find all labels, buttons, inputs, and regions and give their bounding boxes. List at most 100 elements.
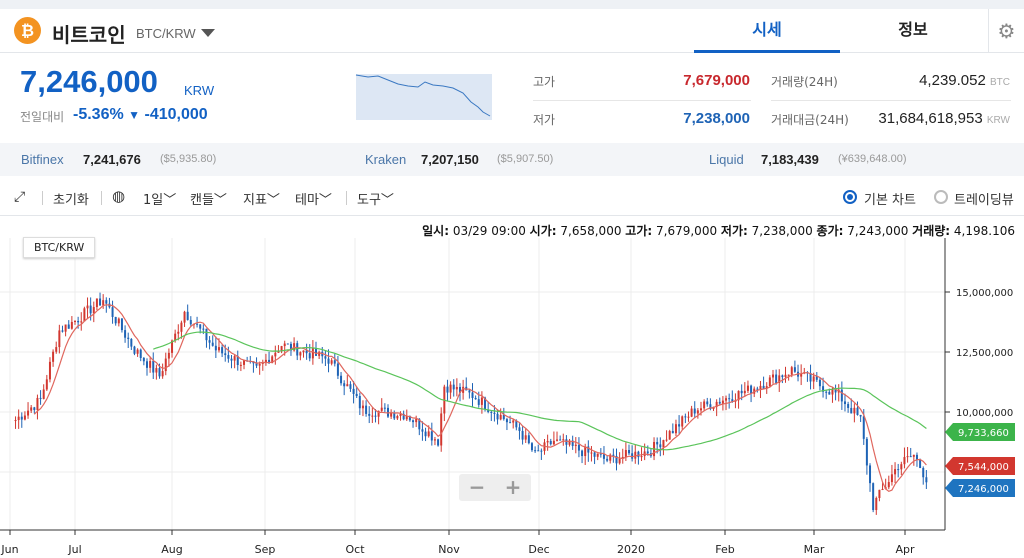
- candle-body: [628, 449, 631, 454]
- candle-body: [546, 440, 549, 443]
- candle-body: [549, 440, 552, 445]
- high-label: 고가:: [625, 224, 653, 238]
- candle-body: [765, 386, 768, 389]
- gear-icon[interactable]: ⚙: [988, 9, 1024, 53]
- candle-body: [427, 431, 430, 437]
- candle-body: [809, 373, 812, 382]
- candle-body: [440, 413, 443, 446]
- candle-body: [700, 408, 702, 411]
- theme-label: 테마: [295, 193, 319, 208]
- candle-body: [318, 351, 321, 356]
- exchange-name[interactable]: Kraken: [365, 152, 407, 167]
- candle-body: [415, 418, 418, 423]
- price-chart[interactable]: Jun Jul Aug Sep Oct Nov Dec 2020 Feb Mar Apr 15,000…: [0, 238, 1024, 558]
- globe-icon[interactable]: ◍: [112, 187, 126, 205]
- candle-body: [83, 308, 86, 322]
- candle-body: [919, 459, 922, 468]
- indicator-dropdown[interactable]: 지표﹀: [243, 193, 280, 208]
- zoom-out-button[interactable]: −: [468, 475, 486, 499]
- candle-body: [355, 393, 358, 397]
- candle-body: [853, 407, 856, 414]
- candle-body: [205, 328, 208, 341]
- candle-body: [718, 401, 721, 404]
- candle-body: [95, 298, 98, 308]
- candle-body: [217, 347, 220, 351]
- exchange-name[interactable]: Liquid: [709, 152, 744, 167]
- tradingview-radio[interactable]: [934, 190, 948, 204]
- coin-pair: BTC/KRW: [136, 26, 196, 41]
- candle-body: [559, 439, 562, 441]
- candle-body: [562, 439, 565, 441]
- candle-body: [678, 424, 681, 427]
- y-tick-label: 12,500,000: [956, 348, 1013, 359]
- candle-body: [668, 431, 671, 440]
- tab-info[interactable]: 정보: [898, 20, 928, 39]
- tab-price[interactable]: 시세: [694, 9, 840, 53]
- candle-body: [402, 413, 405, 420]
- high-value: 7,679,000: [656, 224, 718, 238]
- exchange-name[interactable]: Bitfinex: [21, 152, 64, 167]
- candle-body: [264, 359, 267, 363]
- candle-body: [268, 359, 271, 364]
- x-tick-label: Feb: [715, 543, 734, 556]
- x-tick-label: Jun: [0, 543, 18, 556]
- interval-dropdown[interactable]: 1일﹀: [143, 193, 177, 208]
- candle-body: [906, 456, 909, 458]
- candle-body: [239, 364, 242, 366]
- candle-body: [390, 412, 393, 417]
- candle-body: [61, 330, 64, 332]
- y-tick-label: 15,000,000: [956, 288, 1013, 299]
- candle-body: [875, 497, 878, 511]
- candle-body: [255, 363, 258, 366]
- basic-chart-radio[interactable]: [843, 190, 857, 204]
- fullscreen-icon[interactable]: ⤢: [14, 189, 26, 205]
- candle-body: [540, 450, 543, 452]
- reset-button[interactable]: 초기화: [53, 193, 89, 208]
- tools-dropdown[interactable]: 도구﹀: [357, 193, 394, 208]
- zoom-in-button[interactable]: +: [504, 475, 522, 499]
- candle-body: [684, 416, 687, 418]
- candle-body: [556, 439, 559, 441]
- candle-body: [224, 353, 227, 356]
- candle-body: [477, 399, 480, 405]
- candle-body: [283, 343, 286, 347]
- candle-body: [865, 438, 868, 466]
- low-value: 7,238,000: [683, 110, 750, 127]
- candle-body: [17, 416, 20, 421]
- low-value: 7,238,000: [751, 224, 813, 238]
- candle-body: [180, 322, 183, 332]
- candle-body: [120, 318, 123, 331]
- tradingview-label[interactable]: 트레이딩뷰: [954, 193, 1014, 208]
- candle-body: [577, 444, 580, 451]
- candle-body: [377, 410, 380, 417]
- candle-body: [349, 384, 352, 389]
- candle-body: [236, 356, 239, 366]
- candle-body: [681, 416, 684, 427]
- candle-body: [89, 305, 92, 314]
- candle-body: [468, 390, 471, 393]
- theme-dropdown[interactable]: 테마﹀: [295, 193, 332, 208]
- candle-body: [305, 350, 308, 354]
- candle-body: [590, 452, 593, 454]
- coin-dropdown-caret-icon[interactable]: [201, 29, 215, 37]
- basic-chart-label[interactable]: 기본 차트: [864, 193, 916, 208]
- candle-body: [596, 453, 599, 457]
- candle-body: [199, 324, 202, 329]
- candle-body: [42, 389, 45, 399]
- candle-body: [330, 360, 333, 364]
- sparkline: [355, 74, 492, 120]
- candle-body: [374, 415, 377, 417]
- candle-body: [80, 321, 83, 323]
- candle-body: [289, 343, 292, 351]
- candle-body: [211, 342, 214, 346]
- volume-value: 4,239.052 BTC: [919, 72, 1010, 89]
- indicator-label: 지표: [243, 193, 267, 208]
- price-unit: KRW: [184, 83, 215, 98]
- candle-body: [462, 386, 465, 393]
- candle-body: [14, 420, 17, 422]
- candle-body: [189, 319, 192, 325]
- candle-body: [164, 358, 167, 372]
- candle-dropdown[interactable]: 캔들﹀: [190, 193, 227, 208]
- candle-body: [142, 357, 145, 362]
- candle-body: [890, 474, 893, 483]
